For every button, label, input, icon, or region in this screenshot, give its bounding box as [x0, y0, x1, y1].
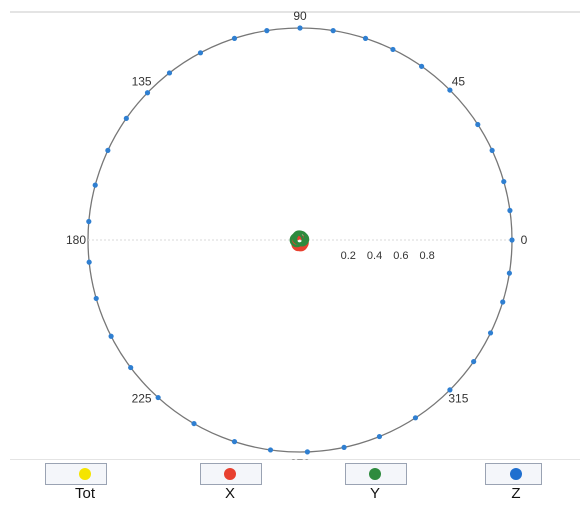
- data-point-z: [108, 333, 114, 339]
- data-point-z: [489, 147, 495, 154]
- data-point-z: [412, 415, 419, 421]
- angle-tick-label: 180: [66, 233, 86, 247]
- data-point-z: [376, 433, 383, 440]
- data-point-z: [105, 147, 111, 154]
- radial-tick-label: 0.8: [420, 250, 435, 262]
- data-point-z: [128, 364, 134, 371]
- legend-marker-y: [369, 468, 381, 480]
- data-point-z: [341, 444, 347, 450]
- data-point-z: [390, 46, 396, 53]
- data-point-z: [155, 394, 161, 401]
- angle-tick-label: 0: [521, 233, 528, 247]
- data-point-z: [264, 28, 270, 34]
- angle-tick-label: 45: [452, 75, 466, 89]
- data-point-z: [471, 358, 477, 365]
- data-point-z: [86, 259, 92, 265]
- legend-item-tot[interactable]: Tot: [55, 468, 115, 502]
- data-point-z: [330, 28, 336, 34]
- data-point-z: [297, 25, 303, 31]
- data-point-z: [231, 439, 238, 445]
- angle-tick-label: 225: [132, 391, 152, 405]
- legend-marker-x: [224, 468, 236, 480]
- angle-tick-label: 90: [293, 9, 307, 23]
- data-point-z: [418, 63, 425, 69]
- legend-item-x[interactable]: X: [200, 468, 260, 502]
- data-point-y: [294, 232, 310, 247]
- data-point-z: [362, 35, 369, 41]
- data-point-z: [92, 182, 98, 188]
- data-point-z: [166, 70, 173, 76]
- data-point-y: [289, 232, 305, 248]
- data-point-z: [93, 295, 99, 302]
- data-point-z: [509, 237, 515, 243]
- legend-item-z[interactable]: Z: [486, 468, 546, 502]
- data-point-z: [86, 218, 92, 225]
- radial-tick-label: 0.6: [393, 250, 408, 262]
- data-point-z: [197, 50, 204, 56]
- legend-label-y: Y: [369, 485, 380, 502]
- polar-chart: 045901351802252703150.20.40.60.8: [10, 9, 580, 471]
- data-point-z: [267, 447, 274, 453]
- data-point-z: [447, 387, 453, 393]
- legend-label-x: X: [224, 485, 235, 502]
- legend-label-z: Z: [511, 485, 521, 502]
- radial-tick-label: 0.4: [367, 250, 382, 262]
- legend-label-tot: Tot: [74, 485, 95, 502]
- data-point-z: [144, 90, 151, 96]
- data-point-z: [191, 420, 197, 427]
- data-point-z: [507, 207, 513, 214]
- data-point-z: [487, 330, 494, 336]
- angle-tick-label: 135: [132, 75, 152, 89]
- legend-box-tot: [45, 463, 107, 485]
- legend-item-y[interactable]: Y: [345, 468, 405, 502]
- data-point-z: [304, 449, 310, 455]
- data-point-z: [475, 121, 481, 128]
- data-point-z: [506, 270, 512, 276]
- data-point-z: [123, 115, 129, 122]
- legend-marker-z: [510, 468, 522, 480]
- legend-marker-tot: [79, 468, 91, 480]
- series-group: [86, 25, 515, 455]
- polar-plot-area: 045901351802252703150.20.40.60.8: [10, 9, 580, 471]
- legend: Tot X Y Z: [0, 460, 584, 513]
- data-point-z: [500, 299, 506, 305]
- radial-tick-label: 0.2: [341, 250, 356, 262]
- angle-tick-label: 315: [448, 391, 468, 405]
- data-point-z: [447, 87, 453, 93]
- data-point-z: [231, 35, 238, 41]
- data-point-z: [501, 178, 507, 185]
